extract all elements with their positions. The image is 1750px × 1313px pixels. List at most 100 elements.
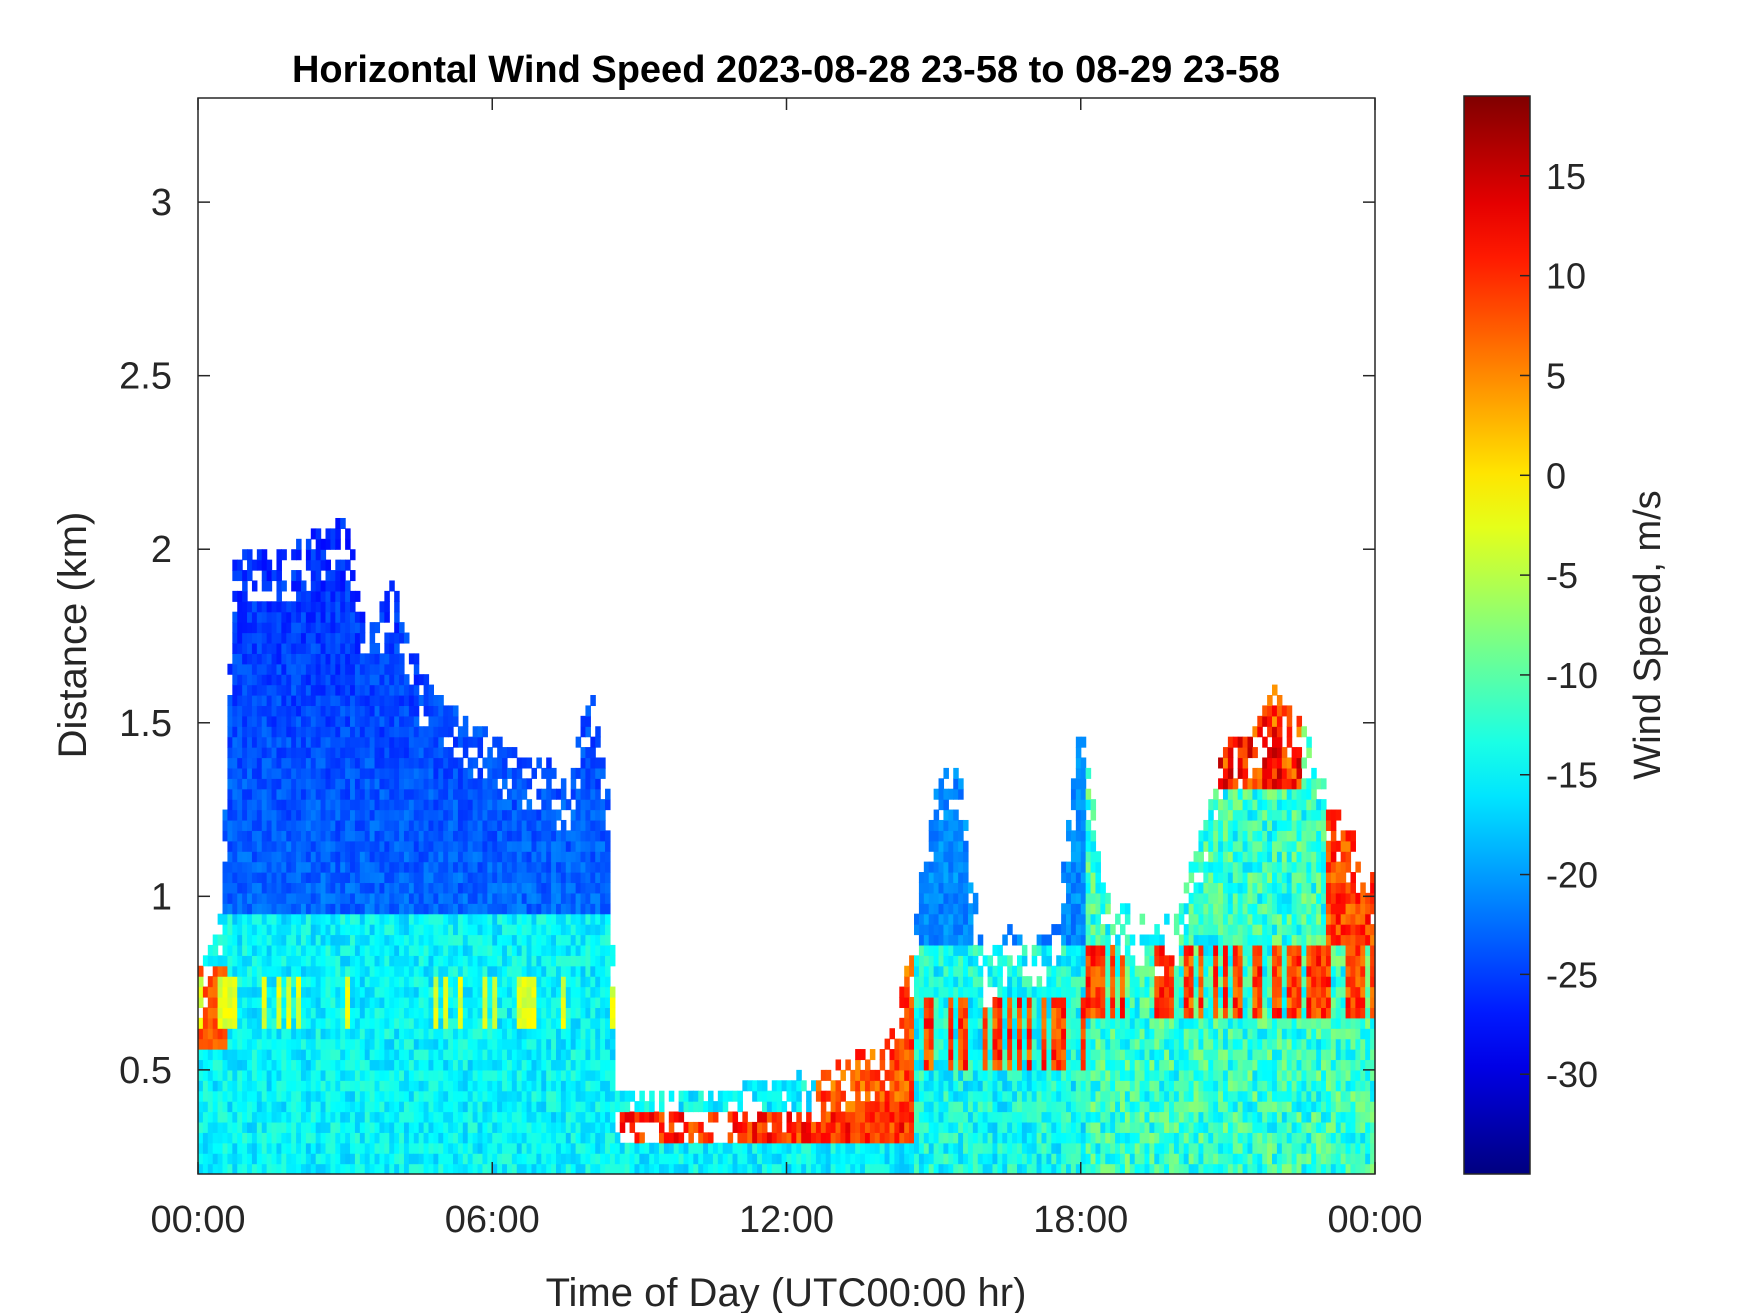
heatmap-cell — [462, 892, 469, 904]
heatmap-cell — [281, 934, 287, 946]
heatmap-cell — [315, 1142, 322, 1154]
heatmap-cell — [546, 996, 552, 1008]
heatmap-cell — [943, 1069, 949, 1081]
heatmap-cell — [869, 1163, 876, 1174]
heatmap-cell — [595, 1121, 601, 1133]
heatmap-cell — [310, 570, 317, 582]
heatmap-cell — [928, 1101, 935, 1113]
heatmap-cell — [595, 872, 601, 884]
heatmap-cell — [443, 1017, 449, 1029]
heatmap-cell — [340, 1142, 346, 1154]
heatmap-cell — [958, 778, 964, 790]
heatmap-cell — [933, 1080, 940, 1092]
heatmap-cell — [487, 976, 493, 988]
heatmap-cell — [354, 622, 361, 634]
heatmap-cell — [737, 1153, 743, 1165]
heatmap-cell — [1007, 1007, 1013, 1019]
heatmap-cell — [379, 924, 385, 936]
heatmap-cell — [300, 861, 307, 873]
heatmap-cell — [752, 1142, 758, 1154]
heatmap-cell — [575, 767, 582, 779]
heatmap-cell — [526, 882, 533, 894]
heatmap-cell — [276, 924, 282, 936]
heatmap-cell — [605, 996, 611, 1008]
chart-title: Horizontal Wind Speed 2023-08-28 23-58 t… — [292, 49, 1280, 91]
heatmap-cell — [1012, 1121, 1018, 1133]
heatmap-cell — [923, 913, 930, 925]
heatmap-cell — [433, 1153, 439, 1165]
heatmap-cell — [335, 851, 341, 863]
heatmap-cell — [472, 1111, 479, 1123]
heatmap-cell — [570, 809, 577, 821]
heatmap-cell — [1002, 996, 1008, 1008]
heatmap-cell — [379, 944, 385, 956]
heatmap-cell — [261, 799, 268, 811]
heatmap-cell — [418, 986, 425, 998]
heatmap-cell — [232, 715, 238, 727]
heatmap-cell — [531, 1090, 537, 1102]
heatmap-cell — [359, 892, 366, 904]
heatmap-cell — [541, 809, 547, 821]
heatmap-cell — [448, 1132, 454, 1144]
heatmap-cell — [281, 642, 287, 654]
heatmap-cell — [786, 1142, 793, 1154]
heatmap-cell — [345, 840, 351, 852]
heatmap-cell — [541, 1090, 547, 1102]
heatmap-cell — [531, 1028, 537, 1040]
heatmap-cell — [286, 934, 292, 946]
heatmap-cell — [394, 695, 400, 707]
heatmap-cell — [389, 632, 395, 644]
heatmap-cell — [232, 809, 238, 821]
heatmap-cell — [374, 674, 381, 686]
heatmap-cell — [801, 1142, 807, 1154]
heatmap-cell — [350, 726, 356, 738]
heatmap-cell — [364, 799, 371, 811]
heatmap-cell — [923, 1049, 930, 1061]
heatmap-cell — [418, 934, 425, 946]
heatmap-cell — [717, 1163, 724, 1174]
heatmap-cell — [982, 1090, 989, 1102]
heatmap-cell — [864, 1132, 871, 1144]
heatmap-cell — [286, 1090, 292, 1102]
heatmap-cell — [222, 1111, 229, 1123]
heatmap-cell — [967, 924, 974, 936]
heatmap-cell — [330, 976, 336, 988]
heatmap-cell — [453, 1017, 459, 1029]
heatmap-cell — [389, 736, 395, 748]
heatmap-cell — [958, 996, 964, 1008]
heatmap-cell — [1007, 996, 1013, 1008]
heatmap-cell — [237, 799, 243, 811]
heatmap-cell — [310, 601, 317, 613]
heatmap-cell — [972, 986, 979, 998]
heatmap-cell — [340, 1017, 346, 1029]
heatmap-cell — [384, 1101, 390, 1113]
heatmap-cell — [399, 1049, 405, 1061]
heatmap-cell — [354, 955, 361, 967]
heatmap-cell — [551, 1101, 557, 1113]
heatmap-cell — [207, 1090, 214, 1102]
heatmap-cell — [296, 799, 302, 811]
heatmap-cell — [570, 1017, 577, 1029]
heatmap-cell — [595, 1132, 601, 1144]
heatmap-cell — [953, 913, 959, 925]
heatmap-cell — [227, 996, 233, 1008]
heatmap-cell — [305, 872, 312, 884]
heatmap-cell — [242, 840, 248, 852]
heatmap-cell — [276, 819, 282, 831]
heatmap-cell — [418, 996, 425, 1008]
heatmap-cell — [237, 1132, 243, 1144]
heatmap-cell — [345, 715, 351, 727]
heatmap-cell — [286, 684, 292, 696]
heatmap-cell — [256, 1017, 263, 1029]
heatmap-cell — [958, 1101, 964, 1113]
heatmap-cell — [786, 1153, 793, 1165]
heatmap-cell — [443, 976, 449, 988]
heatmap-cell — [413, 778, 420, 790]
heatmap-cell — [325, 788, 332, 800]
heatmap-cell — [928, 965, 935, 977]
heatmap-cell — [482, 872, 488, 884]
heatmap-cell — [325, 538, 332, 550]
heatmap-cell — [340, 1069, 346, 1081]
heatmap-cell — [408, 830, 415, 842]
heatmap-cell — [256, 799, 263, 811]
